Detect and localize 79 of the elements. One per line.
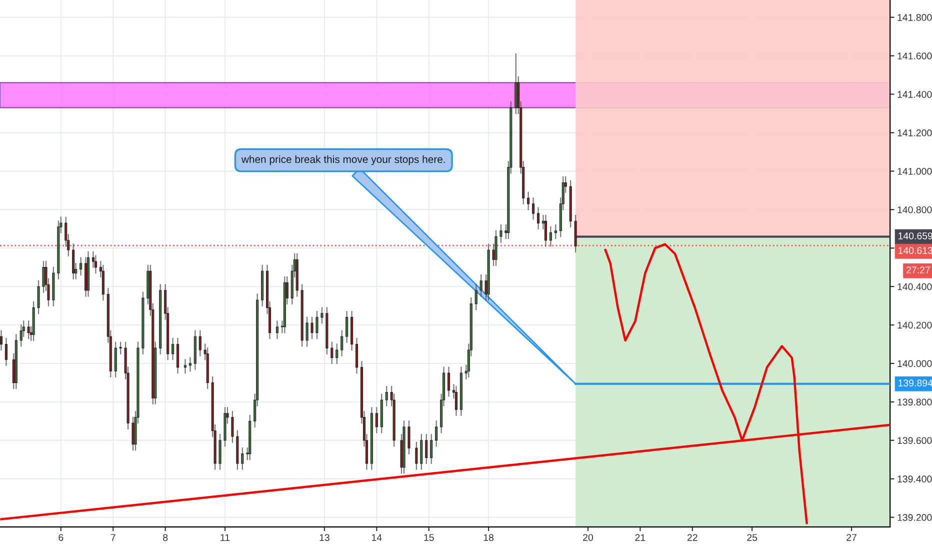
candlestick — [340, 330, 344, 356]
candlestick — [218, 434, 222, 470]
candlestick — [316, 310, 318, 339]
candlestick — [172, 338, 174, 360]
candlestick — [385, 386, 388, 406]
y-tick-label: 141.800 — [898, 14, 932, 21]
x-tick-label: 27 — [846, 534, 856, 541]
candlestick — [527, 192, 530, 210]
x-tick-label: 15 — [424, 534, 434, 541]
candlestick — [241, 448, 244, 470]
candlestick — [336, 344, 338, 364]
candlestick — [430, 434, 433, 464]
candlestick — [184, 359, 186, 374]
x-tick-label: 14 — [372, 534, 382, 541]
y-tick-label: 141.200 — [898, 129, 932, 136]
candlestick — [346, 310, 348, 343]
y-tick-label: 140.000 — [898, 360, 932, 368]
candlestick — [554, 224, 557, 240]
candlestick — [176, 338, 180, 374]
y-tick-label: 139.600 — [898, 437, 932, 444]
candlestick — [425, 434, 428, 464]
candlestick — [0, 330, 3, 351]
candlestick — [4, 338, 8, 366]
y-tick-label: 139.800 — [898, 398, 932, 406]
x-tick-label: 18 — [484, 534, 494, 541]
candlestick — [306, 316, 308, 347]
candlestick — [549, 226, 552, 247]
candlestick — [454, 386, 458, 416]
x-tick-label: 20 — [583, 534, 594, 541]
candlestick — [544, 214, 547, 247]
candlestick — [80, 257, 82, 276]
candlestick — [375, 407, 378, 434]
y-tick-label: 140.400 — [898, 283, 932, 290]
candlestick — [474, 284, 478, 310]
candlestick — [480, 274, 482, 297]
candlestick — [330, 342, 334, 364]
y-tick-label: 140.800 — [898, 206, 932, 214]
x-tick-label: 7 — [110, 534, 116, 541]
candlestick — [94, 255, 97, 274]
candlestick — [72, 244, 75, 280]
candlestick — [114, 342, 117, 378]
candlestick — [355, 338, 358, 374]
candlestick — [198, 330, 202, 356]
candlestick — [188, 357, 192, 372]
x-tick-label: 25 — [747, 534, 758, 541]
ref-line-label: 140.659 — [898, 232, 932, 240]
y-tick-label: 140.200 — [898, 322, 932, 329]
candlestick — [42, 260, 45, 293]
candlestick — [536, 207, 540, 230]
x-tick-label: 13 — [320, 534, 330, 541]
x-tick-label: 11 — [220, 534, 230, 541]
x-tick-label: 21 — [635, 534, 646, 541]
candlestick — [231, 410, 234, 443]
candlestick — [494, 230, 498, 266]
y-tick-label: 141.000 — [898, 168, 932, 175]
y-tick-label: 141.600 — [898, 52, 932, 60]
candlestick — [320, 307, 324, 324]
candlestick — [27, 320, 30, 339]
candlestick — [532, 198, 535, 220]
text: 27:27 — [906, 266, 930, 274]
x-tick-label: 22 — [687, 534, 698, 541]
candlestick — [20, 324, 22, 347]
candlestick — [435, 420, 438, 447]
candlestick — [119, 342, 122, 354]
candlestick — [420, 434, 423, 470]
annotation: when price break this move your stops here. — [241, 155, 445, 166]
x-tick-label: 8 — [163, 534, 168, 541]
candlestick — [276, 320, 278, 339]
candlestick — [447, 366, 450, 397]
y-tick-label: 139.400 — [898, 476, 932, 482]
candlestick — [310, 316, 314, 339]
x-tick-label: 6 — [58, 534, 64, 541]
y-tick-label: 139.200 — [898, 514, 932, 521]
candlestick — [500, 224, 502, 243]
candlestick — [415, 442, 418, 470]
candlestick — [408, 420, 410, 454]
candlestick — [37, 280, 40, 314]
y-tick-label: 141.400 — [898, 90, 932, 98]
candlestick — [102, 264, 104, 301]
